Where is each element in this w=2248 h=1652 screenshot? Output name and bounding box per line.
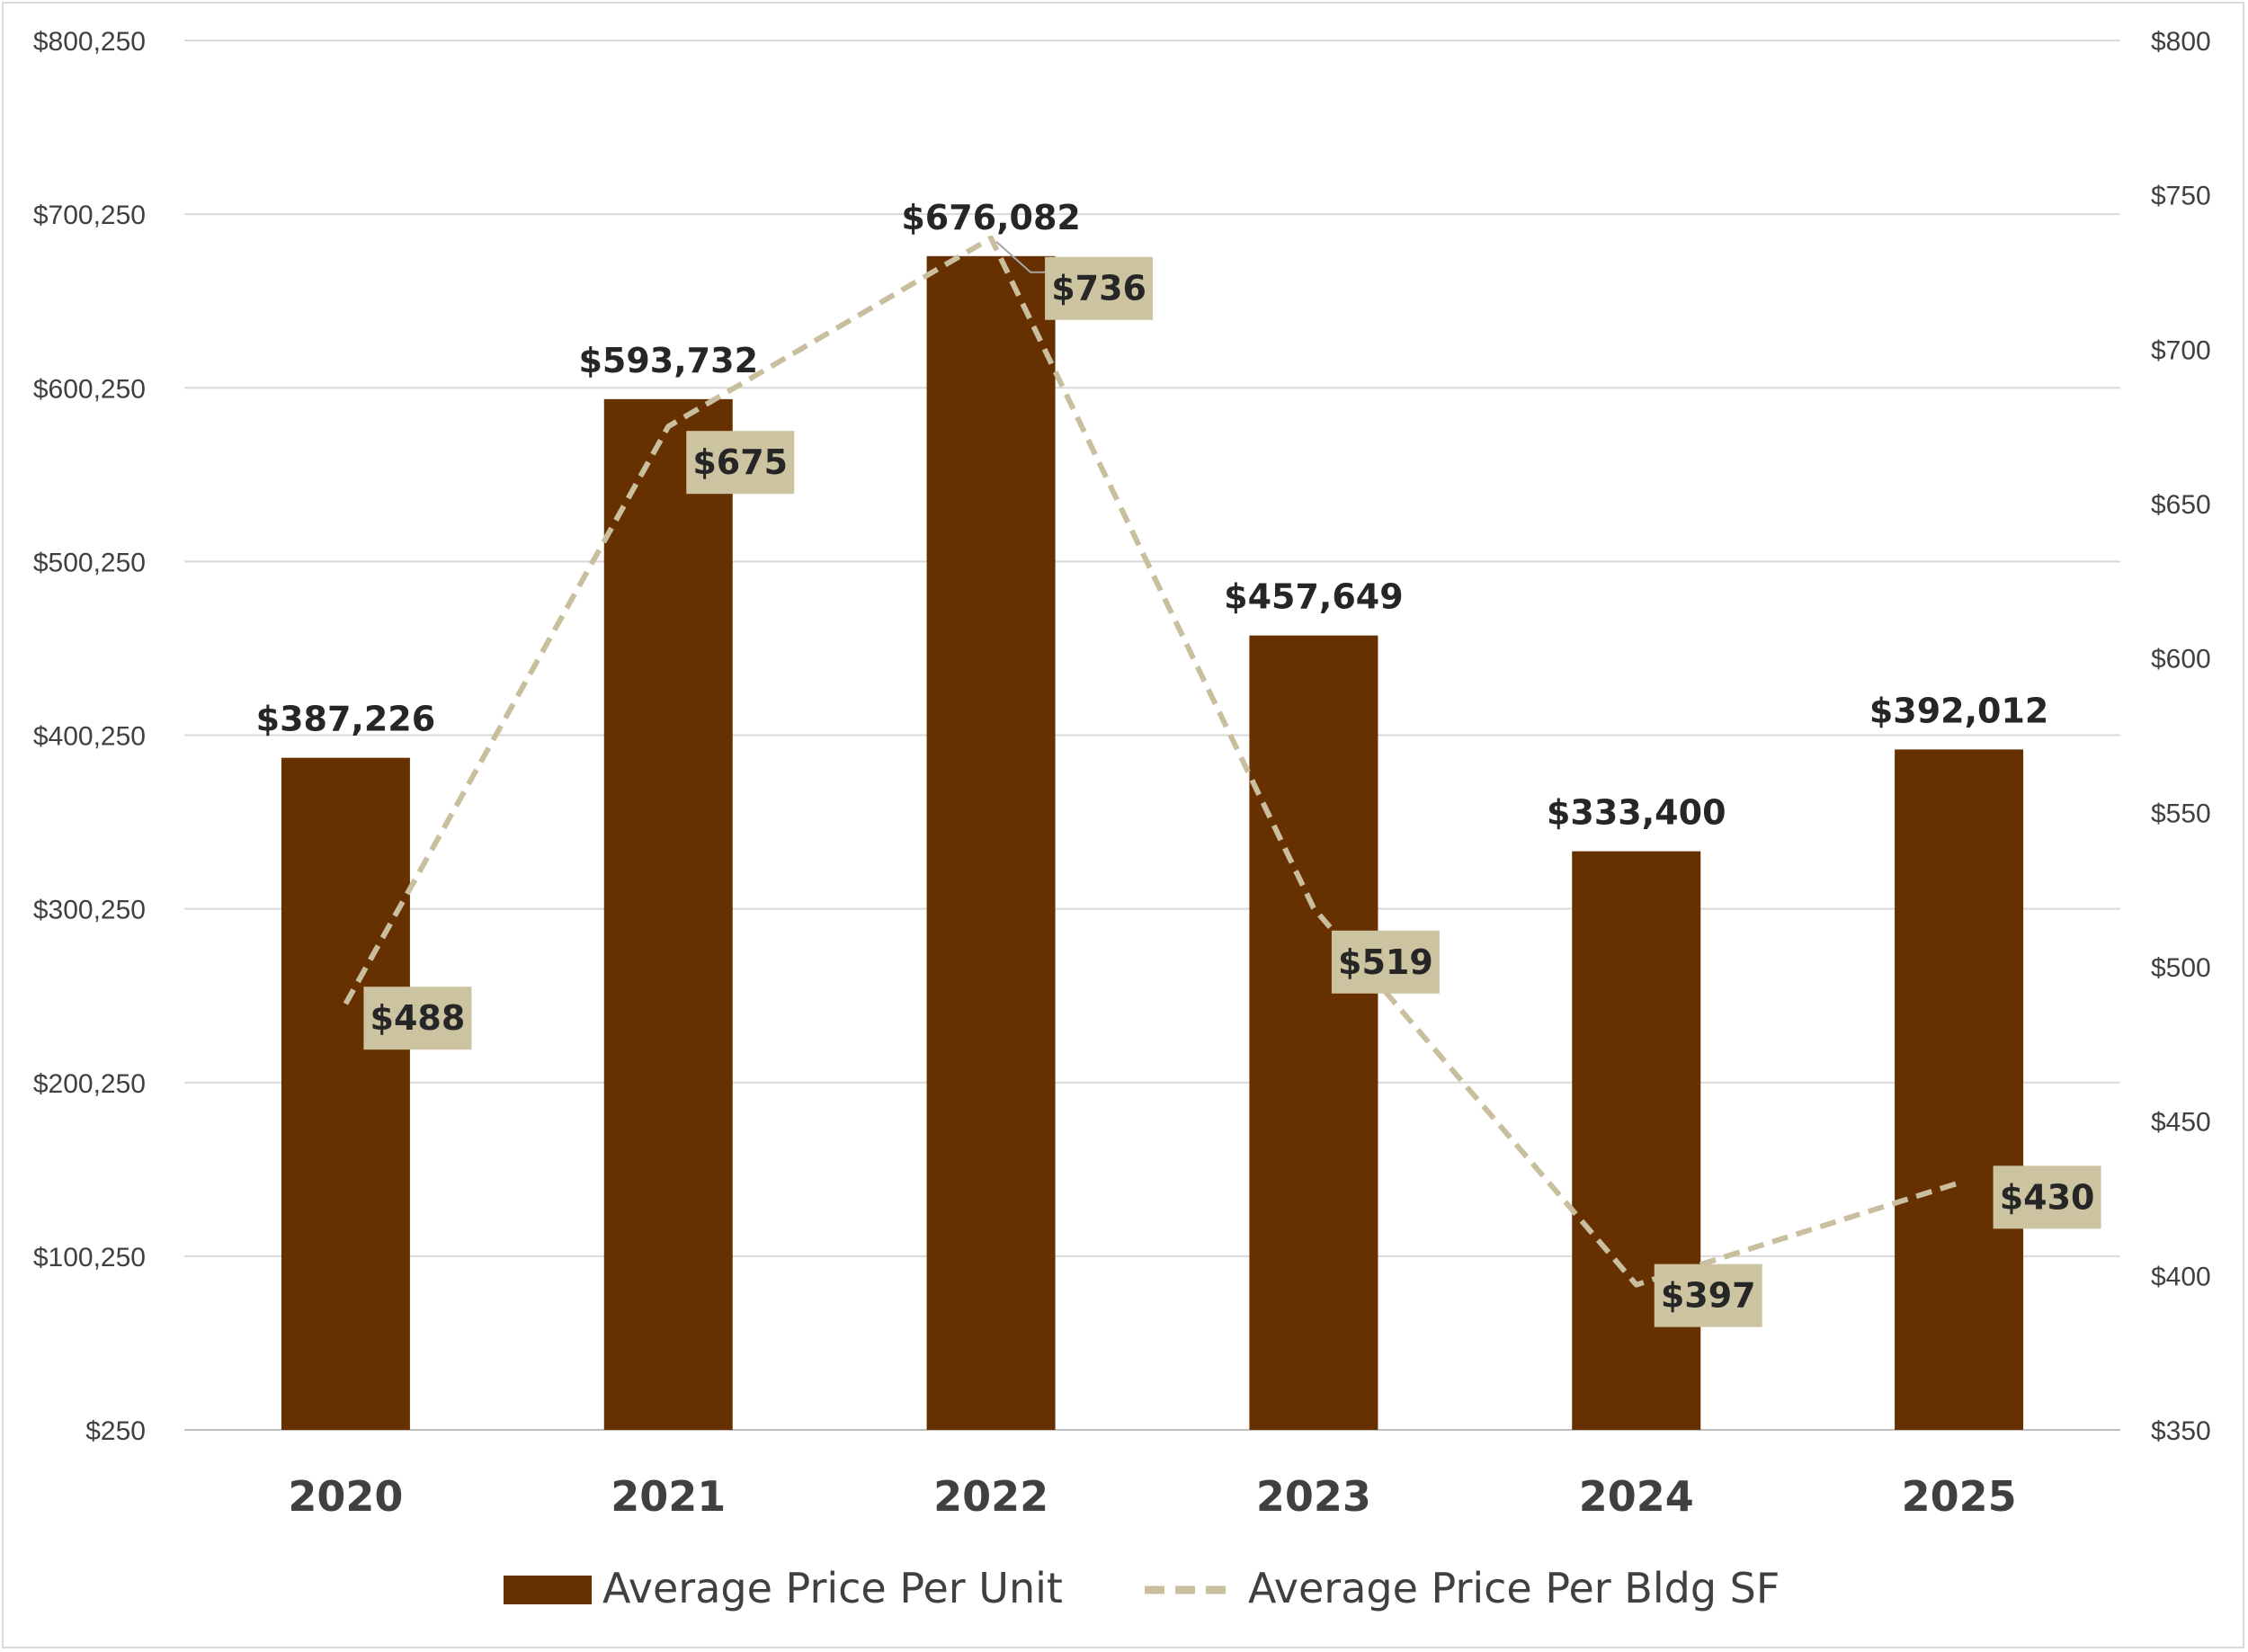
right-tick-label: $800 [2151,27,2211,57]
bar-data-label: $676,082 [901,198,1081,237]
legend-label-bar: Average Price Per Unit [602,1564,1063,1612]
gridlines [184,40,2120,1431]
right-tick-label: $750 [2151,182,2211,211]
left-tick-label: $500,250 [33,548,146,577]
bar [1249,635,1378,1430]
right-tick-label: $500 [2151,953,2211,983]
line-data-label: $430 [2000,1177,2095,1217]
left-tick-label: $700,250 [33,201,146,230]
bar-data-label: $387,226 [256,700,436,739]
leader-line [995,240,1046,273]
bar-data-label: $392,012 [1869,691,2049,730]
left-tick-label: $800,250 [33,27,146,57]
line-data-labels: $488 $675 $736 $519 $397 $430 [363,240,2101,1327]
bar-series [281,255,2024,1430]
legend-label-line: Average Price Per Bldg SF [1248,1564,1780,1612]
bar-data-label: $457,649 [1224,577,1404,617]
legend: Average Price Per Unit Average Price Per… [504,1564,1780,1612]
line-data-label: $736 [1051,269,1146,308]
bar [1572,851,1701,1430]
left-tick-label: $300,250 [33,896,146,925]
category-label: 2022 [933,1472,1048,1521]
right-tick-label: $550 [2151,799,2211,828]
bar [1895,749,2024,1430]
right-tick-label: $700 [2151,335,2211,365]
line-label-box [1654,1264,1762,1327]
category-label: 2023 [1256,1472,1371,1521]
line-data-label: $488 [370,998,466,1038]
line-data-label: $675 [692,442,788,482]
line-path [343,235,1960,1288]
bar-data-label: $593,732 [578,341,758,380]
legend-swatch-bar [504,1576,592,1604]
line-label-box [1331,930,1440,994]
left-tick-label: $200,250 [33,1069,146,1099]
category-label: 2021 [611,1472,726,1521]
category-label: 2025 [1902,1472,2017,1521]
category-label: 2024 [1579,1472,1694,1521]
right-axis: $350 $400 $450 $500 $550 $600 $650 $700 $750 $800 [2151,27,2211,1446]
left-tick-label: $600,250 [33,374,146,404]
x-axis: 2020 2021 2022 2023 2024 2025 [288,1472,2016,1521]
line-label-box [1993,1165,2101,1229]
line-series [343,235,1960,1288]
bar-data-labels: $387,226 $593,732 $676,082 $457,649 $333,400… [256,198,2049,833]
line-label-box [363,987,472,1050]
line-label-box [1045,256,1154,320]
bar-data-label: $333,400 [1547,793,1726,833]
line-data-label: $519 [1338,942,1433,982]
category-label: 2020 [288,1472,403,1521]
left-tick-label: $400,250 [33,722,146,752]
left-axis: $250 $100,250 $200,250 $300,250 $400,250 $500… [33,27,146,1446]
bar [603,398,733,1430]
bar [926,255,1056,1430]
bar [281,757,410,1430]
right-tick-label: $400 [2151,1262,2211,1291]
line-data-label: $397 [1661,1276,1756,1316]
left-tick-label: $250 [85,1416,146,1446]
left-tick-label: $100,250 [33,1243,146,1272]
right-tick-label: $350 [2151,1416,2211,1446]
right-tick-label: $450 [2151,1108,2211,1138]
right-tick-label: $600 [2151,645,2211,674]
right-tick-label: $650 [2151,490,2211,520]
line-label-box [686,431,795,495]
